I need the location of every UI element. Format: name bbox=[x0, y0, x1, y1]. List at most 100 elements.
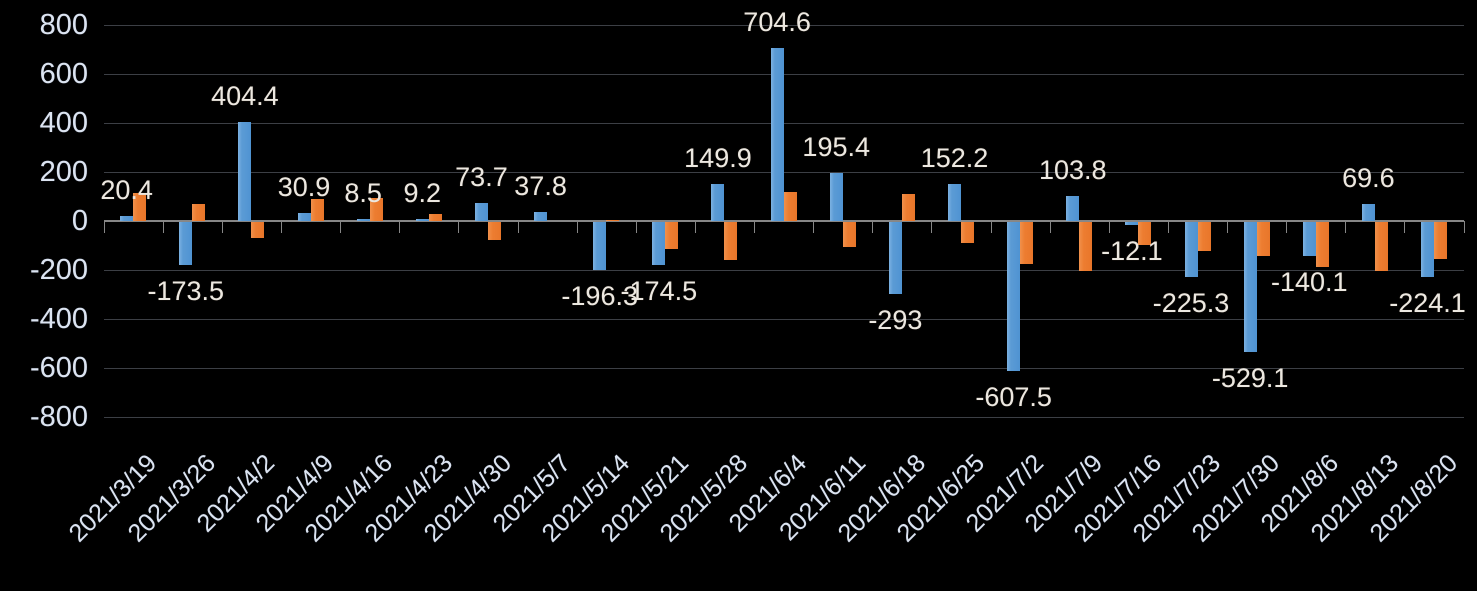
axis-tick bbox=[280, 221, 282, 233]
bar-series1-2021-8-20[interactable] bbox=[1421, 222, 1435, 278]
data-label: -140.1 bbox=[1270, 267, 1348, 298]
axis-tick bbox=[1167, 221, 1169, 233]
bar-series1-2021-4-16[interactable] bbox=[356, 218, 370, 221]
bar-series2-2021-4-9[interactable] bbox=[310, 198, 324, 221]
axis-tick bbox=[340, 221, 342, 233]
y-axis-label: -400 bbox=[29, 303, 88, 336]
axis-tick bbox=[1463, 221, 1465, 233]
bar-series2-2021-5-28[interactable] bbox=[724, 222, 738, 261]
bar-series1-2021-4-2[interactable] bbox=[238, 121, 252, 221]
bar-series1-2021-4-9[interactable] bbox=[297, 213, 311, 221]
axis-tick bbox=[1286, 221, 1288, 233]
bar-series2-2021-8-20[interactable] bbox=[1434, 222, 1448, 259]
bar-series1-2021-6-25[interactable] bbox=[947, 183, 961, 221]
bar-series1-2021-5-14[interactable] bbox=[593, 222, 607, 271]
bar-series2-2021-6-11[interactable] bbox=[842, 222, 856, 247]
axis-tick bbox=[813, 221, 815, 233]
bar-series2-2021-7-2[interactable] bbox=[1020, 222, 1034, 264]
axis-tick bbox=[1227, 221, 1229, 233]
axis-tick bbox=[399, 221, 401, 233]
bar-series1-2021-8-6[interactable] bbox=[1302, 222, 1316, 257]
gridline--800 bbox=[103, 417, 1464, 419]
data-label: 9.2 bbox=[403, 177, 442, 208]
data-label: 195.4 bbox=[802, 132, 870, 163]
gridline--600 bbox=[103, 368, 1464, 370]
data-label: -12.1 bbox=[1101, 235, 1163, 266]
bar-series2-2021-4-16[interactable] bbox=[369, 197, 383, 221]
y-axis-label: 800 bbox=[39, 8, 88, 41]
data-label: 30.9 bbox=[277, 172, 331, 203]
bar-series2-2021-6-18[interactable] bbox=[901, 193, 915, 221]
bar-series1-2021-5-28[interactable] bbox=[711, 184, 725, 221]
gridline--200 bbox=[103, 270, 1464, 272]
axis-tick bbox=[517, 221, 519, 233]
bar-series1-2021-5-21[interactable] bbox=[652, 222, 666, 265]
bar-series2-2021-7-23[interactable] bbox=[1197, 222, 1211, 252]
data-label: 20.4 bbox=[100, 174, 153, 205]
bar-series1-2021-4-23[interactable] bbox=[415, 218, 429, 221]
axis-tick bbox=[221, 221, 223, 233]
data-label: 103.8 bbox=[1038, 154, 1107, 185]
bar-series2-2021-8-13[interactable] bbox=[1374, 222, 1388, 272]
data-label: 152.2 bbox=[920, 142, 989, 173]
axis-tick bbox=[754, 221, 756, 233]
axis-tick bbox=[1049, 221, 1051, 233]
bar-series2-2021-3-19[interactable] bbox=[133, 192, 147, 221]
y-axis-label: -200 bbox=[29, 254, 88, 287]
axis-tick bbox=[990, 221, 992, 233]
bar-series2-2021-4-2[interactable] bbox=[251, 222, 265, 238]
axis-tick bbox=[872, 221, 874, 233]
bar-series2-2021-5-14[interactable] bbox=[606, 219, 620, 221]
bar-series1-2021-3-19[interactable] bbox=[120, 215, 134, 221]
data-label: -225.3 bbox=[1152, 288, 1230, 319]
bar-series2-2021-7-16[interactable] bbox=[1138, 222, 1152, 246]
bar-series1-2021-3-26[interactable] bbox=[179, 222, 193, 265]
y-axis-label: 200 bbox=[39, 155, 88, 188]
bar-series1-2021-6-4[interactable] bbox=[770, 48, 784, 221]
bar-series1-2021-7-16[interactable] bbox=[1125, 222, 1139, 225]
bar-series2-2021-4-30[interactable] bbox=[487, 222, 501, 241]
bar-series2-2021-7-30[interactable] bbox=[1256, 222, 1270, 257]
axis-tick bbox=[1345, 221, 1347, 233]
data-label: -174.5 bbox=[620, 275, 698, 306]
data-label: 37.8 bbox=[514, 170, 567, 201]
bar-series1-2021-6-18[interactable] bbox=[888, 222, 902, 294]
data-label: 69.6 bbox=[1342, 162, 1395, 193]
gridline--400 bbox=[103, 319, 1464, 321]
bar-series1-2021-7-23[interactable] bbox=[1184, 222, 1198, 278]
axis-tick bbox=[576, 221, 578, 233]
y-axis-label: -800 bbox=[29, 401, 88, 434]
data-label: -224.1 bbox=[1389, 288, 1466, 319]
axis-tick bbox=[635, 221, 637, 233]
bar-series1-2021-8-13[interactable] bbox=[1361, 203, 1375, 221]
bar-series1-2021-7-2[interactable] bbox=[1007, 222, 1021, 372]
data-label: 8.5 bbox=[344, 177, 382, 208]
data-label: -173.5 bbox=[147, 275, 225, 306]
bar-series1-2021-7-9[interactable] bbox=[1066, 195, 1080, 221]
bar-series1-2021-7-30[interactable] bbox=[1243, 222, 1257, 352]
data-label: -196.3 bbox=[561, 281, 638, 312]
bar-series1-2021-4-30[interactable] bbox=[474, 202, 488, 221]
bar-series2-2021-3-26[interactable] bbox=[192, 203, 206, 221]
bar-series1-2021-5-7[interactable] bbox=[534, 211, 548, 221]
data-label: 704.6 bbox=[743, 7, 811, 38]
axis-tick bbox=[458, 221, 460, 233]
x-axis-line bbox=[103, 220, 1464, 222]
bar-series2-2021-6-25[interactable] bbox=[960, 222, 974, 243]
bar-series2-2021-6-4[interactable] bbox=[783, 191, 797, 221]
axis-tick bbox=[694, 221, 696, 233]
bar-series2-2021-7-9[interactable] bbox=[1079, 222, 1093, 272]
y-axis-label: 600 bbox=[39, 57, 88, 90]
y-axis-label: 400 bbox=[39, 106, 88, 139]
axis-tick bbox=[1108, 221, 1110, 233]
bar-series1-2021-6-11[interactable] bbox=[829, 173, 843, 221]
axis-tick bbox=[162, 221, 164, 233]
axis-tick bbox=[103, 221, 105, 233]
bar-series2-2021-4-23[interactable] bbox=[428, 213, 442, 221]
bar-series2-2021-5-21[interactable] bbox=[665, 222, 679, 249]
data-label: -607.5 bbox=[975, 382, 1052, 413]
y-axis-label: 0 bbox=[71, 205, 88, 237]
bar-series2-2021-8-6[interactable] bbox=[1315, 222, 1329, 268]
